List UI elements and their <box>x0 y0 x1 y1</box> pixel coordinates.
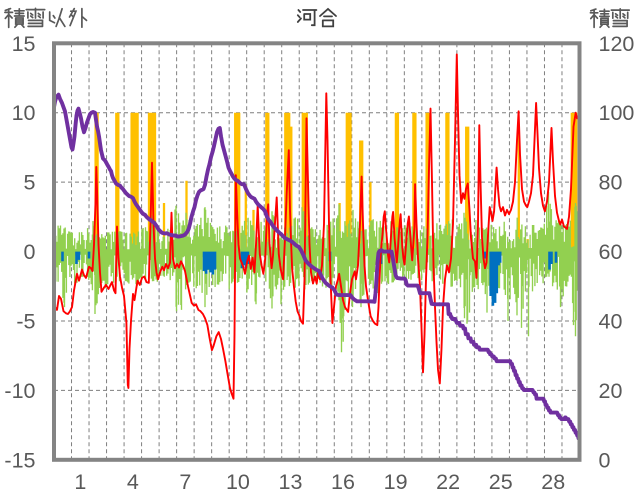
svg-text:80: 80 <box>599 171 623 195</box>
svg-text:13: 13 <box>279 470 303 494</box>
svg-text:10: 10 <box>226 470 250 494</box>
svg-text:28: 28 <box>541 470 565 494</box>
svg-text:22: 22 <box>436 470 460 494</box>
svg-text:-5: -5 <box>16 310 35 334</box>
svg-text:15: 15 <box>12 32 36 56</box>
svg-text:10: 10 <box>12 101 36 125</box>
svg-text:40: 40 <box>599 310 623 334</box>
svg-text:100: 100 <box>599 101 635 125</box>
svg-text:5: 5 <box>24 171 36 195</box>
svg-text:-10: -10 <box>4 379 35 403</box>
svg-text:19: 19 <box>384 470 408 494</box>
svg-text:16: 16 <box>331 470 355 494</box>
svg-text:-15: -15 <box>4 448 35 472</box>
svg-text:60: 60 <box>599 240 623 264</box>
svg-text:0: 0 <box>24 240 36 264</box>
svg-text:7: 7 <box>179 470 191 494</box>
svg-text:120: 120 <box>599 32 635 56</box>
svg-text:20: 20 <box>599 379 623 403</box>
svg-text:0: 0 <box>599 448 611 472</box>
svg-text:4: 4 <box>127 470 139 494</box>
svg-text:1: 1 <box>74 470 86 494</box>
svg-text:25: 25 <box>489 470 513 494</box>
